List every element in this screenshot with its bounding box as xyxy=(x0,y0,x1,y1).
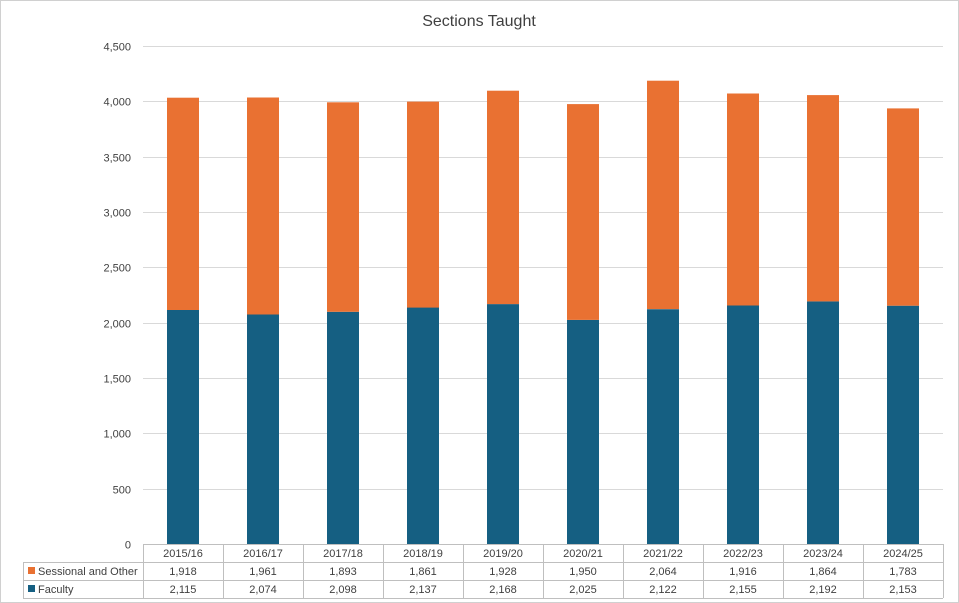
bar-segment xyxy=(727,305,759,544)
data-label: 1,918 xyxy=(169,566,197,578)
data-label: 2,074 xyxy=(249,584,277,596)
data-label: 1,950 xyxy=(569,566,597,578)
bar-segment xyxy=(887,108,919,306)
x-tick-label: 2020/21 xyxy=(563,548,603,560)
data-label: 2,168 xyxy=(489,584,517,596)
data-label: 2,115 xyxy=(170,584,197,596)
bar-segment xyxy=(247,314,279,544)
y-tick-label: 0 xyxy=(125,540,131,552)
chart-title: Sections Taught xyxy=(422,13,536,30)
bar-segment xyxy=(167,97,199,310)
y-tick-label: 4,000 xyxy=(103,97,131,109)
legend-label: Sessional and Other xyxy=(38,566,138,578)
x-tick-label: 2016/17 xyxy=(243,548,283,560)
data-label: 2,137 xyxy=(409,584,437,596)
y-tick-label: 2,000 xyxy=(103,319,131,331)
data-label: 1,864 xyxy=(809,566,837,578)
bar-segment xyxy=(167,309,199,544)
y-axis: 0 500 1,000 1,500 2,000 2,500 3,000 3,500 4,000 4… xyxy=(103,42,131,552)
x-tick-label: 2017/18 xyxy=(323,548,363,560)
y-tick-label: 1,500 xyxy=(103,374,131,386)
legend-label: Faculty xyxy=(38,584,74,596)
x-tick-label: 2019/20 xyxy=(483,548,523,560)
legend-key xyxy=(28,585,35,592)
y-tick-label: 2,500 xyxy=(103,263,131,275)
y-tick-label: 4,500 xyxy=(103,42,131,54)
bar-segment xyxy=(647,80,679,310)
data-label: 2,155 xyxy=(729,584,757,596)
data-label: 2,098 xyxy=(329,584,357,596)
bar-segment xyxy=(487,90,519,305)
x-tick-label: 2022/23 xyxy=(723,548,763,560)
bar-segment xyxy=(487,304,519,544)
data-label: 2,025 xyxy=(569,584,597,596)
bars xyxy=(167,80,919,544)
bar-segment xyxy=(407,307,439,544)
y-tick-label: 3,500 xyxy=(103,153,131,165)
data-label: 1,961 xyxy=(249,566,277,578)
data-table: 2015/16 2016/17 2017/18 2018/19 2019/20 2020/… xyxy=(23,544,944,599)
data-label: 2,153 xyxy=(889,584,917,596)
bar-segment xyxy=(407,101,439,308)
x-tick-label: 2021/22 xyxy=(643,548,683,560)
data-label: 1,861 xyxy=(409,566,437,578)
y-tick-label: 500 xyxy=(113,485,131,497)
bar-segment xyxy=(807,301,839,544)
bar-segment xyxy=(807,95,839,302)
bar-segment xyxy=(327,102,359,312)
bar-segment xyxy=(327,311,359,544)
bar-segment xyxy=(567,104,599,320)
bar-segment xyxy=(247,97,279,315)
x-tick-label: 2015/16 xyxy=(163,548,203,560)
legend-key xyxy=(28,567,35,574)
x-tick-label: 2023/24 xyxy=(803,548,843,560)
data-label: 2,064 xyxy=(649,566,677,578)
data-label: 1,916 xyxy=(729,566,757,578)
y-tick-label: 1,000 xyxy=(103,429,131,441)
bar-segment xyxy=(887,305,919,544)
x-tick-label: 2018/19 xyxy=(403,548,443,560)
data-label: 1,783 xyxy=(889,566,917,578)
data-label: 1,893 xyxy=(329,566,357,578)
data-label: 2,122 xyxy=(649,584,677,596)
bar-segment xyxy=(727,93,759,306)
bar-segment xyxy=(647,309,679,544)
x-tick-label: 2024/25 xyxy=(883,548,923,560)
data-label: 2,192 xyxy=(809,584,837,596)
data-label: 1,928 xyxy=(489,566,517,578)
bar-segment xyxy=(567,319,599,544)
y-tick-label: 3,000 xyxy=(103,208,131,220)
